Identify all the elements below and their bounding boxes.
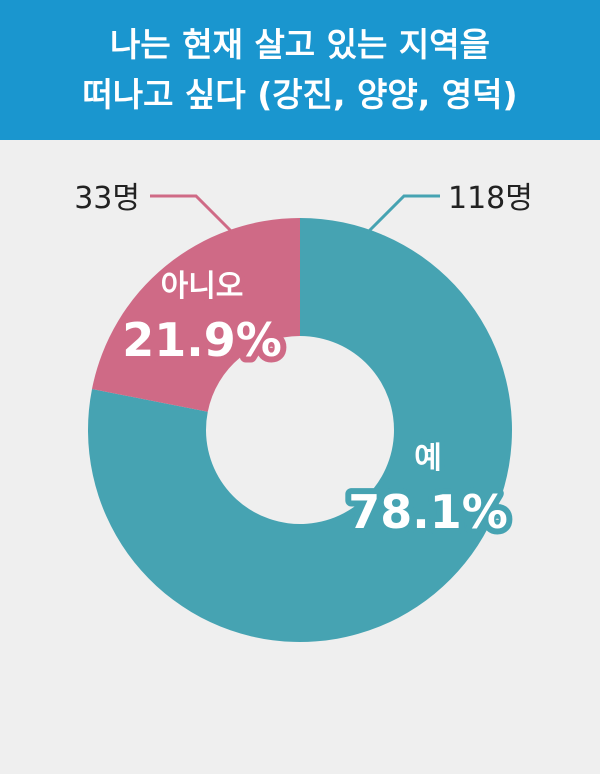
slice-label-yes: 예: [414, 441, 442, 476]
count-label-yes: 118명: [448, 181, 533, 216]
leader-line-no: [150, 194, 234, 234]
slice-percent-yes: 78.1%: [348, 485, 508, 539]
count-label-no: 33명: [74, 181, 140, 216]
slice-percent-no: 21.9%: [122, 313, 282, 367]
donut-slice-yes: [88, 218, 512, 642]
chart-title-line-2: 떠나고 싶다 (강진, 양양, 영덕): [82, 75, 518, 114]
slice-label-no: 아니오: [161, 269, 244, 304]
leader-line-yes: [366, 194, 440, 234]
chart-title-line-1: 나는 현재 살고 있는 지역을: [110, 25, 490, 64]
donut-slices: [88, 218, 512, 642]
chart-title-banner: 나는 현재 살고 있는 지역을 떠나고 싶다 (강진, 양양, 영덕): [0, 0, 600, 140]
donut-slice-no: [92, 218, 300, 412]
